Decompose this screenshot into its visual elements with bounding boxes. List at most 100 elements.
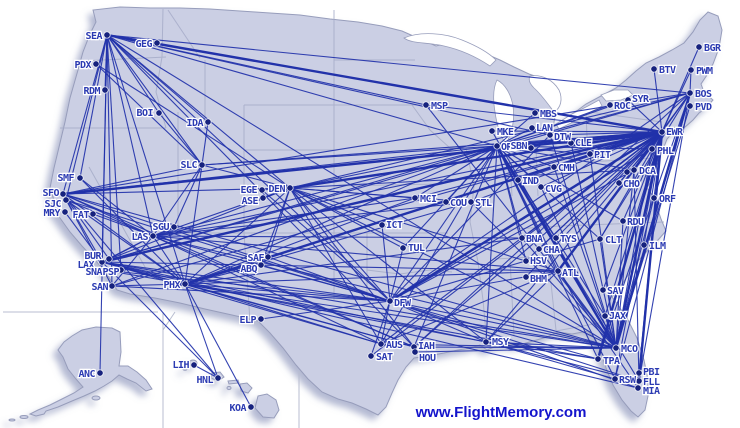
route-MKE-EWR bbox=[491, 130, 663, 133]
airport-dot-SLC bbox=[198, 161, 206, 169]
airport-label-PSP: PSP bbox=[102, 267, 119, 278]
route-SLC-IDA bbox=[201, 121, 209, 166]
route-SEA-BOS bbox=[106, 34, 691, 94]
airport-label-MCI: MCI bbox=[420, 194, 437, 205]
airport-label-TPA: TPA bbox=[603, 356, 620, 367]
airport-label-BNA: BNA bbox=[526, 234, 543, 245]
airport-label-SLC: SLC bbox=[180, 160, 197, 171]
airport-label-BTV: BTV bbox=[659, 65, 676, 76]
airport-dot-LIH bbox=[190, 361, 198, 369]
route-SEA-DTW bbox=[106, 34, 551, 136]
airport-dot-CHA bbox=[535, 245, 543, 253]
route-BNA-MCO bbox=[521, 237, 617, 349]
airport-dot-PWM bbox=[687, 66, 695, 74]
route-ORD-SBN bbox=[496, 145, 532, 149]
route-MCI-EWR bbox=[414, 131, 663, 199]
airport-label-STL: STL bbox=[475, 198, 492, 209]
airport-label-LAN: LAN bbox=[536, 123, 553, 134]
airport-dot-MCI bbox=[411, 194, 419, 202]
airport-label-RDM: RDM bbox=[83, 86, 100, 97]
airport-dot-ILM bbox=[640, 241, 648, 249]
airport-dot-BNA bbox=[518, 234, 526, 242]
airport-label-HOU: HOU bbox=[419, 353, 436, 364]
airport-label-IDA: IDA bbox=[186, 118, 203, 129]
route-PHX-AUS bbox=[184, 283, 382, 345]
route-MSP-EWR bbox=[425, 104, 663, 133]
airport-label-MKE: MKE bbox=[497, 127, 514, 138]
airport-dot-HOU bbox=[411, 348, 419, 356]
airport-label-MIA: MIA bbox=[643, 386, 660, 397]
route-MSY-TPA bbox=[485, 341, 599, 360]
airport-label-MCO: MCO bbox=[621, 344, 638, 355]
airport-label-SGU: SGU bbox=[152, 222, 169, 233]
airport-label-LIH: LIH bbox=[172, 360, 189, 371]
route-LAS-MCI bbox=[152, 197, 416, 237]
route-PHX-MSY bbox=[184, 283, 487, 343]
airport-label-MSP: MSP bbox=[431, 101, 448, 112]
airport-label-PVD: PVD bbox=[695, 102, 712, 113]
route-SFO-LAS bbox=[62, 193, 154, 237]
route-ATL-BOS bbox=[557, 92, 691, 272]
route-PHX-HNL bbox=[184, 283, 219, 379]
route-MCO-PHL bbox=[615, 148, 653, 349]
airport-label-PHL: PHL bbox=[657, 146, 674, 157]
route-ATL-MSY bbox=[485, 270, 559, 343]
airport-dot-RDU bbox=[619, 217, 627, 225]
route-LAX-ATL bbox=[101, 261, 559, 272]
airport-label-BUR: BUR bbox=[84, 251, 102, 262]
route-ATL-MIA bbox=[557, 270, 639, 389]
airport-dot-ANC bbox=[96, 369, 104, 377]
airport-dot-BTV bbox=[650, 65, 658, 73]
airport-dot-CLE bbox=[567, 139, 575, 147]
route-HNL-LIH bbox=[193, 364, 219, 379]
airport-label-COU: COU bbox=[450, 198, 467, 209]
airport-dot-RDM bbox=[101, 86, 109, 94]
route-DFW-EGE bbox=[261, 189, 391, 302]
route-PHX-ATL bbox=[184, 270, 559, 285]
airport-dot-PBI bbox=[635, 369, 643, 377]
airport-dot-unlabeled bbox=[623, 168, 631, 176]
route-ORD-SYR bbox=[496, 99, 629, 147]
route-ORD-HSV bbox=[496, 145, 527, 262]
route-BNA-EWR bbox=[521, 131, 663, 239]
airport-dot-DTW bbox=[546, 131, 554, 139]
route-MSY-FLL bbox=[485, 341, 640, 382]
airport-label-PIT: PIT bbox=[594, 150, 611, 161]
route-SAF-DFW bbox=[267, 256, 391, 302]
airport-dots-layer bbox=[59, 31, 703, 411]
airport-label-SEA: SEA bbox=[85, 31, 102, 42]
airport-dot-MRY bbox=[61, 208, 69, 216]
route-SFO-DEN bbox=[62, 187, 291, 195]
airport-dot-STL bbox=[467, 198, 475, 206]
route-PHX-MCI bbox=[184, 197, 416, 285]
route-SFO-EWR bbox=[62, 130, 663, 196]
airport-dot-SEA bbox=[103, 31, 111, 39]
airport-label-LAX: LAX bbox=[77, 260, 94, 271]
route-SLC-BOI bbox=[158, 112, 203, 166]
route-DEN-ICT bbox=[289, 187, 383, 226]
route-DFW-ORD bbox=[389, 145, 498, 302]
route-ELP-DFW bbox=[260, 300, 391, 320]
airport-label-CLE: CLE bbox=[575, 138, 592, 149]
route-LAN-ORD bbox=[496, 127, 533, 147]
airport-dot-BOI bbox=[155, 109, 163, 117]
route-ABQ-DFW bbox=[260, 264, 391, 302]
route-ORD-EWR bbox=[496, 130, 663, 148]
kodiak-island bbox=[91, 395, 101, 401]
airport-dot-ATL bbox=[554, 267, 562, 275]
molokai-island bbox=[227, 379, 240, 385]
airport-dot-HNL bbox=[214, 374, 222, 382]
route-ORD-DCA bbox=[496, 145, 635, 171]
route-SEA-LAS bbox=[106, 34, 154, 237]
flightmemory-watermark-link[interactable]: www.FlightMemory.com bbox=[413, 403, 588, 423]
route-SEA-IDA bbox=[106, 34, 209, 123]
airport-dot-LAN bbox=[528, 124, 536, 132]
airport-dot-MSP bbox=[422, 101, 430, 109]
route-SFO-ORD bbox=[62, 145, 498, 195]
route-PHX-DEN bbox=[184, 187, 291, 285]
airport-dot-ORD bbox=[493, 142, 501, 150]
route-RSW-EWR bbox=[614, 131, 663, 380]
route-SEA-SMF bbox=[79, 34, 108, 179]
airport-dot-SJC bbox=[62, 196, 70, 204]
